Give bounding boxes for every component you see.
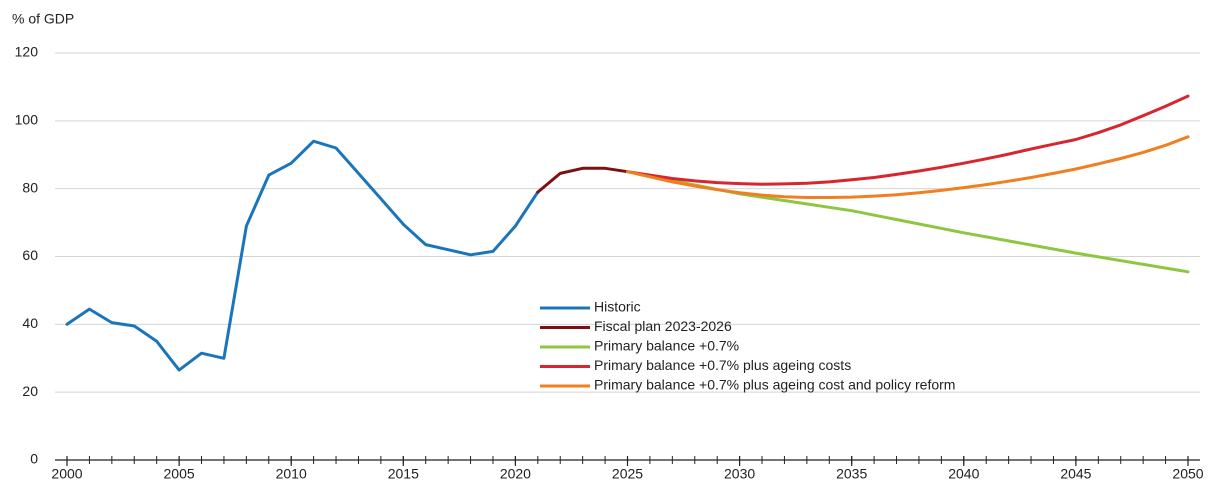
legend-label: Primary balance +0.7% plus ageing costs — [594, 357, 851, 373]
x-tick-label: 2040 — [948, 466, 979, 482]
y-tick-label: 20 — [22, 383, 38, 399]
series-line — [626, 94, 1190, 186]
x-tick-label: 2025 — [612, 466, 643, 482]
legend-label: Primary balance +0.7% plus ageing cost a… — [594, 377, 955, 393]
y-tick-label: 60 — [22, 247, 38, 263]
series-line — [536, 166, 629, 194]
legend-label: Primary balance +0.7% — [594, 338, 739, 354]
y-tick-label: 100 — [15, 112, 39, 128]
series-line — [65, 139, 540, 372]
x-tick-label: 2000 — [51, 466, 82, 482]
y-axis-label: % of GDP — [12, 11, 74, 27]
x-tick-label: 2010 — [276, 466, 307, 482]
x-tick-label: 2005 — [164, 466, 195, 482]
y-tick-label: 0 — [30, 451, 38, 467]
legend-label: Historic — [594, 299, 641, 315]
y-tick-label: 40 — [22, 315, 38, 331]
x-tick-label: 2035 — [836, 466, 867, 482]
y-tick-label: 80 — [22, 179, 38, 195]
x-tick-label: 2020 — [500, 466, 531, 482]
series-line — [626, 135, 1190, 199]
y-tick-label: 120 — [15, 44, 39, 60]
x-tick-label: 2015 — [388, 466, 419, 482]
legend-label: Fiscal plan 2023-2026 — [594, 318, 732, 334]
x-tick-label: 2045 — [1060, 466, 1091, 482]
x-tick-label: 2050 — [1172, 466, 1203, 482]
x-tick-label: 2030 — [724, 466, 755, 482]
